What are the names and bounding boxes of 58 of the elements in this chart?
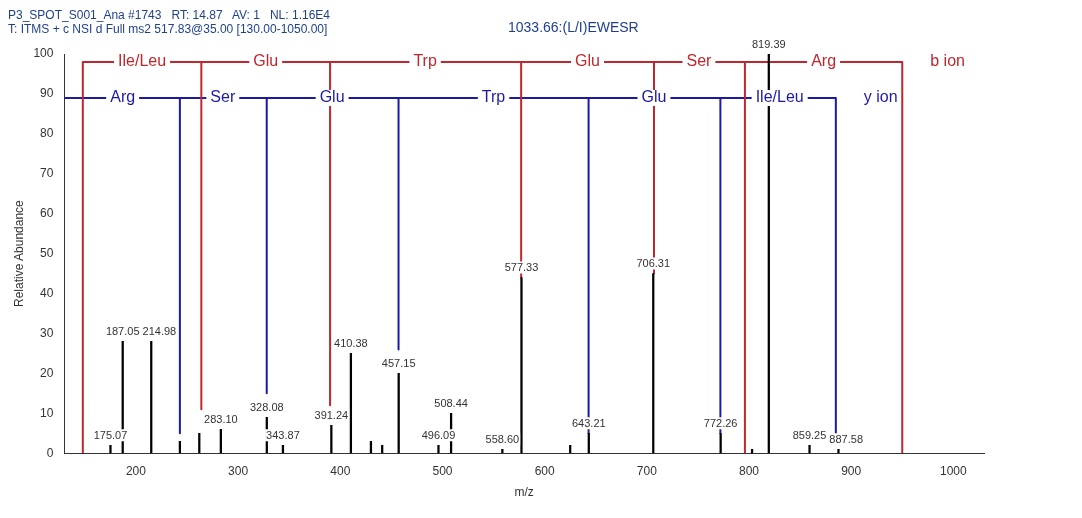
y-tick-label: 0 [46, 445, 54, 460]
x-tick-label: 1000 [940, 463, 968, 478]
annotation: 391.24 [314, 408, 349, 421]
y-tick-label: 10 [40, 405, 54, 420]
annotation: Trp [481, 88, 506, 106]
x-tick-label: 900 [841, 463, 862, 478]
y-tick-label: 90 [40, 86, 54, 101]
y-tick-label: 100 [33, 46, 54, 61]
annotation: 410.38 [334, 336, 368, 349]
annotation: 859.25 [792, 428, 827, 441]
annotation: 558.60 [485, 432, 520, 445]
y-tick-label: 20 [40, 365, 54, 380]
annotation: 343.87 [266, 428, 300, 441]
chart-title: P3_SPOT_S001_Ana #1743 RT: 14.87 AV: 1 NL: 1.16E4 [8, 8, 331, 22]
annotation: Ile/Leu [118, 52, 167, 70]
text: 1033.66:(L/I)EWESR [508, 19, 639, 35]
y-tick-label: 80 [40, 126, 54, 141]
chart-subtitle: T: ITMS + c NSI d Full ms2 517.83@35.00 [130.00-1050.00] [8, 22, 329, 36]
y-tick-label: 30 [40, 325, 54, 340]
annotation: Glu [575, 52, 601, 70]
x-tick-label: 600 [534, 463, 555, 478]
annotation: 772.26 [703, 416, 738, 429]
annotation: 187.05 [105, 324, 140, 337]
series-label: y ion [863, 88, 898, 106]
x-tick-label: 400 [330, 463, 351, 478]
annotation: 819.39 [751, 37, 786, 50]
annotation: Glu [641, 88, 667, 106]
annotation: 283.10 [204, 412, 238, 425]
y-tick-label: 40 [40, 285, 54, 300]
annotation: 214.98 [142, 324, 177, 337]
annotation: Arg [110, 88, 136, 106]
x-tick-label: 200 [125, 463, 147, 478]
annotation: 706.31 [636, 257, 671, 270]
x-tick-label: 500 [432, 463, 453, 478]
x-tick-label: 800 [738, 463, 760, 478]
annotation: 175.07 [93, 428, 128, 441]
annotation: Glu [319, 88, 345, 106]
annotation: Ile/Leu [755, 88, 804, 106]
x-tick-label: 700 [636, 463, 658, 478]
annotation: Arg [811, 52, 837, 70]
y-tick-label: 50 [40, 245, 54, 260]
annotation: 496.09 [421, 428, 456, 441]
x-axis-title: m/z [514, 485, 534, 500]
annotation: 328.08 [249, 400, 284, 413]
x-tick-label: 300 [228, 463, 249, 478]
annotation: Glu [253, 52, 279, 70]
annotation: Trp [413, 52, 437, 70]
annotation: Ser [210, 88, 236, 106]
y-axis-title: Relative Abundance [11, 199, 26, 307]
annotation: 643.21 [571, 416, 606, 429]
y-tick-label: 70 [40, 166, 54, 181]
annotation: 577.33 [504, 261, 539, 274]
annotation: 508.44 [434, 396, 468, 409]
y-tick-label: 60 [40, 205, 54, 220]
series-label: b ion [930, 52, 965, 70]
annotation: Ser [686, 52, 713, 70]
annotation: 887.58 [829, 432, 864, 445]
annotation: 457.15 [381, 356, 416, 369]
